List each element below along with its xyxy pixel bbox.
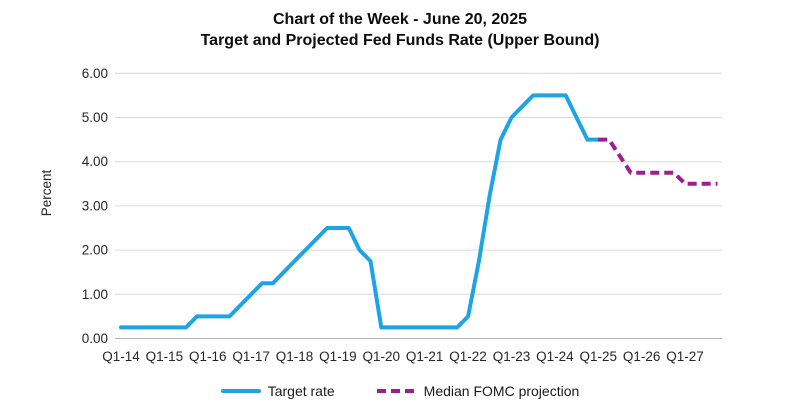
data-series bbox=[119, 93, 718, 330]
gridlines bbox=[115, 72, 722, 339]
y-tick-label: 1.00 bbox=[82, 287, 108, 302]
y-tick-label: 2.00 bbox=[82, 243, 108, 258]
x-tick-label: Q1-21 bbox=[406, 349, 444, 364]
y-tick-label: 5.00 bbox=[82, 110, 108, 125]
x-tick-label: Q1-22 bbox=[449, 349, 487, 364]
chart-subtitle: Target and Projected Fed Funds Rate (Upp… bbox=[200, 32, 600, 49]
fomc-projection-legend-line bbox=[376, 388, 417, 394]
legend-item-fomc-projection: Median FOMC projection bbox=[376, 383, 580, 399]
legend-label-target-rate: Target rate bbox=[267, 383, 335, 399]
x-tick-label: Q1-18 bbox=[276, 349, 314, 364]
x-tick-label: Q1-25 bbox=[579, 349, 617, 364]
x-tick-label: Q1-15 bbox=[146, 349, 184, 364]
chart-title: Chart of the Week - June 20, 2025 bbox=[272, 11, 527, 28]
y-tick-label: 6.00 bbox=[82, 66, 108, 81]
y-tick-label: 4.00 bbox=[82, 154, 108, 169]
x-tick-label: Q1-24 bbox=[536, 349, 574, 364]
x-tick-label: Q1-16 bbox=[189, 349, 227, 364]
fomc-projection-line bbox=[598, 137, 718, 186]
x-tick-label: Q1-19 bbox=[319, 349, 357, 364]
legend-label-fomc-projection: Median FOMC projection bbox=[423, 383, 580, 399]
y-tick-label: 0.00 bbox=[82, 331, 108, 346]
x-tick-label: Q1-23 bbox=[493, 349, 531, 364]
target-rate-line bbox=[119, 93, 601, 330]
y-axis-title: Percent bbox=[39, 169, 54, 216]
y-tick-label: 3.00 bbox=[82, 198, 108, 213]
target-rate-legend-line bbox=[220, 388, 261, 394]
chart-titles: Chart of the Week - June 20, 2025 Target… bbox=[0, 9, 800, 51]
x-tick-label: Q1-14 bbox=[102, 349, 140, 364]
x-tick-label: Q1-27 bbox=[666, 349, 704, 364]
x-tick-label: Q1-26 bbox=[623, 349, 661, 364]
x-tick-label: Q1-17 bbox=[232, 349, 270, 364]
legend-item-target-rate: Target rate bbox=[220, 383, 335, 399]
axis-labels: 6.00 5.00 4.00 3.00 2.00 1.00 0.00 Percent Q1-14… bbox=[39, 66, 704, 364]
x-tick-label: Q1-20 bbox=[363, 349, 401, 364]
chart-legend: Target rate Median FOMC projection bbox=[0, 383, 800, 399]
